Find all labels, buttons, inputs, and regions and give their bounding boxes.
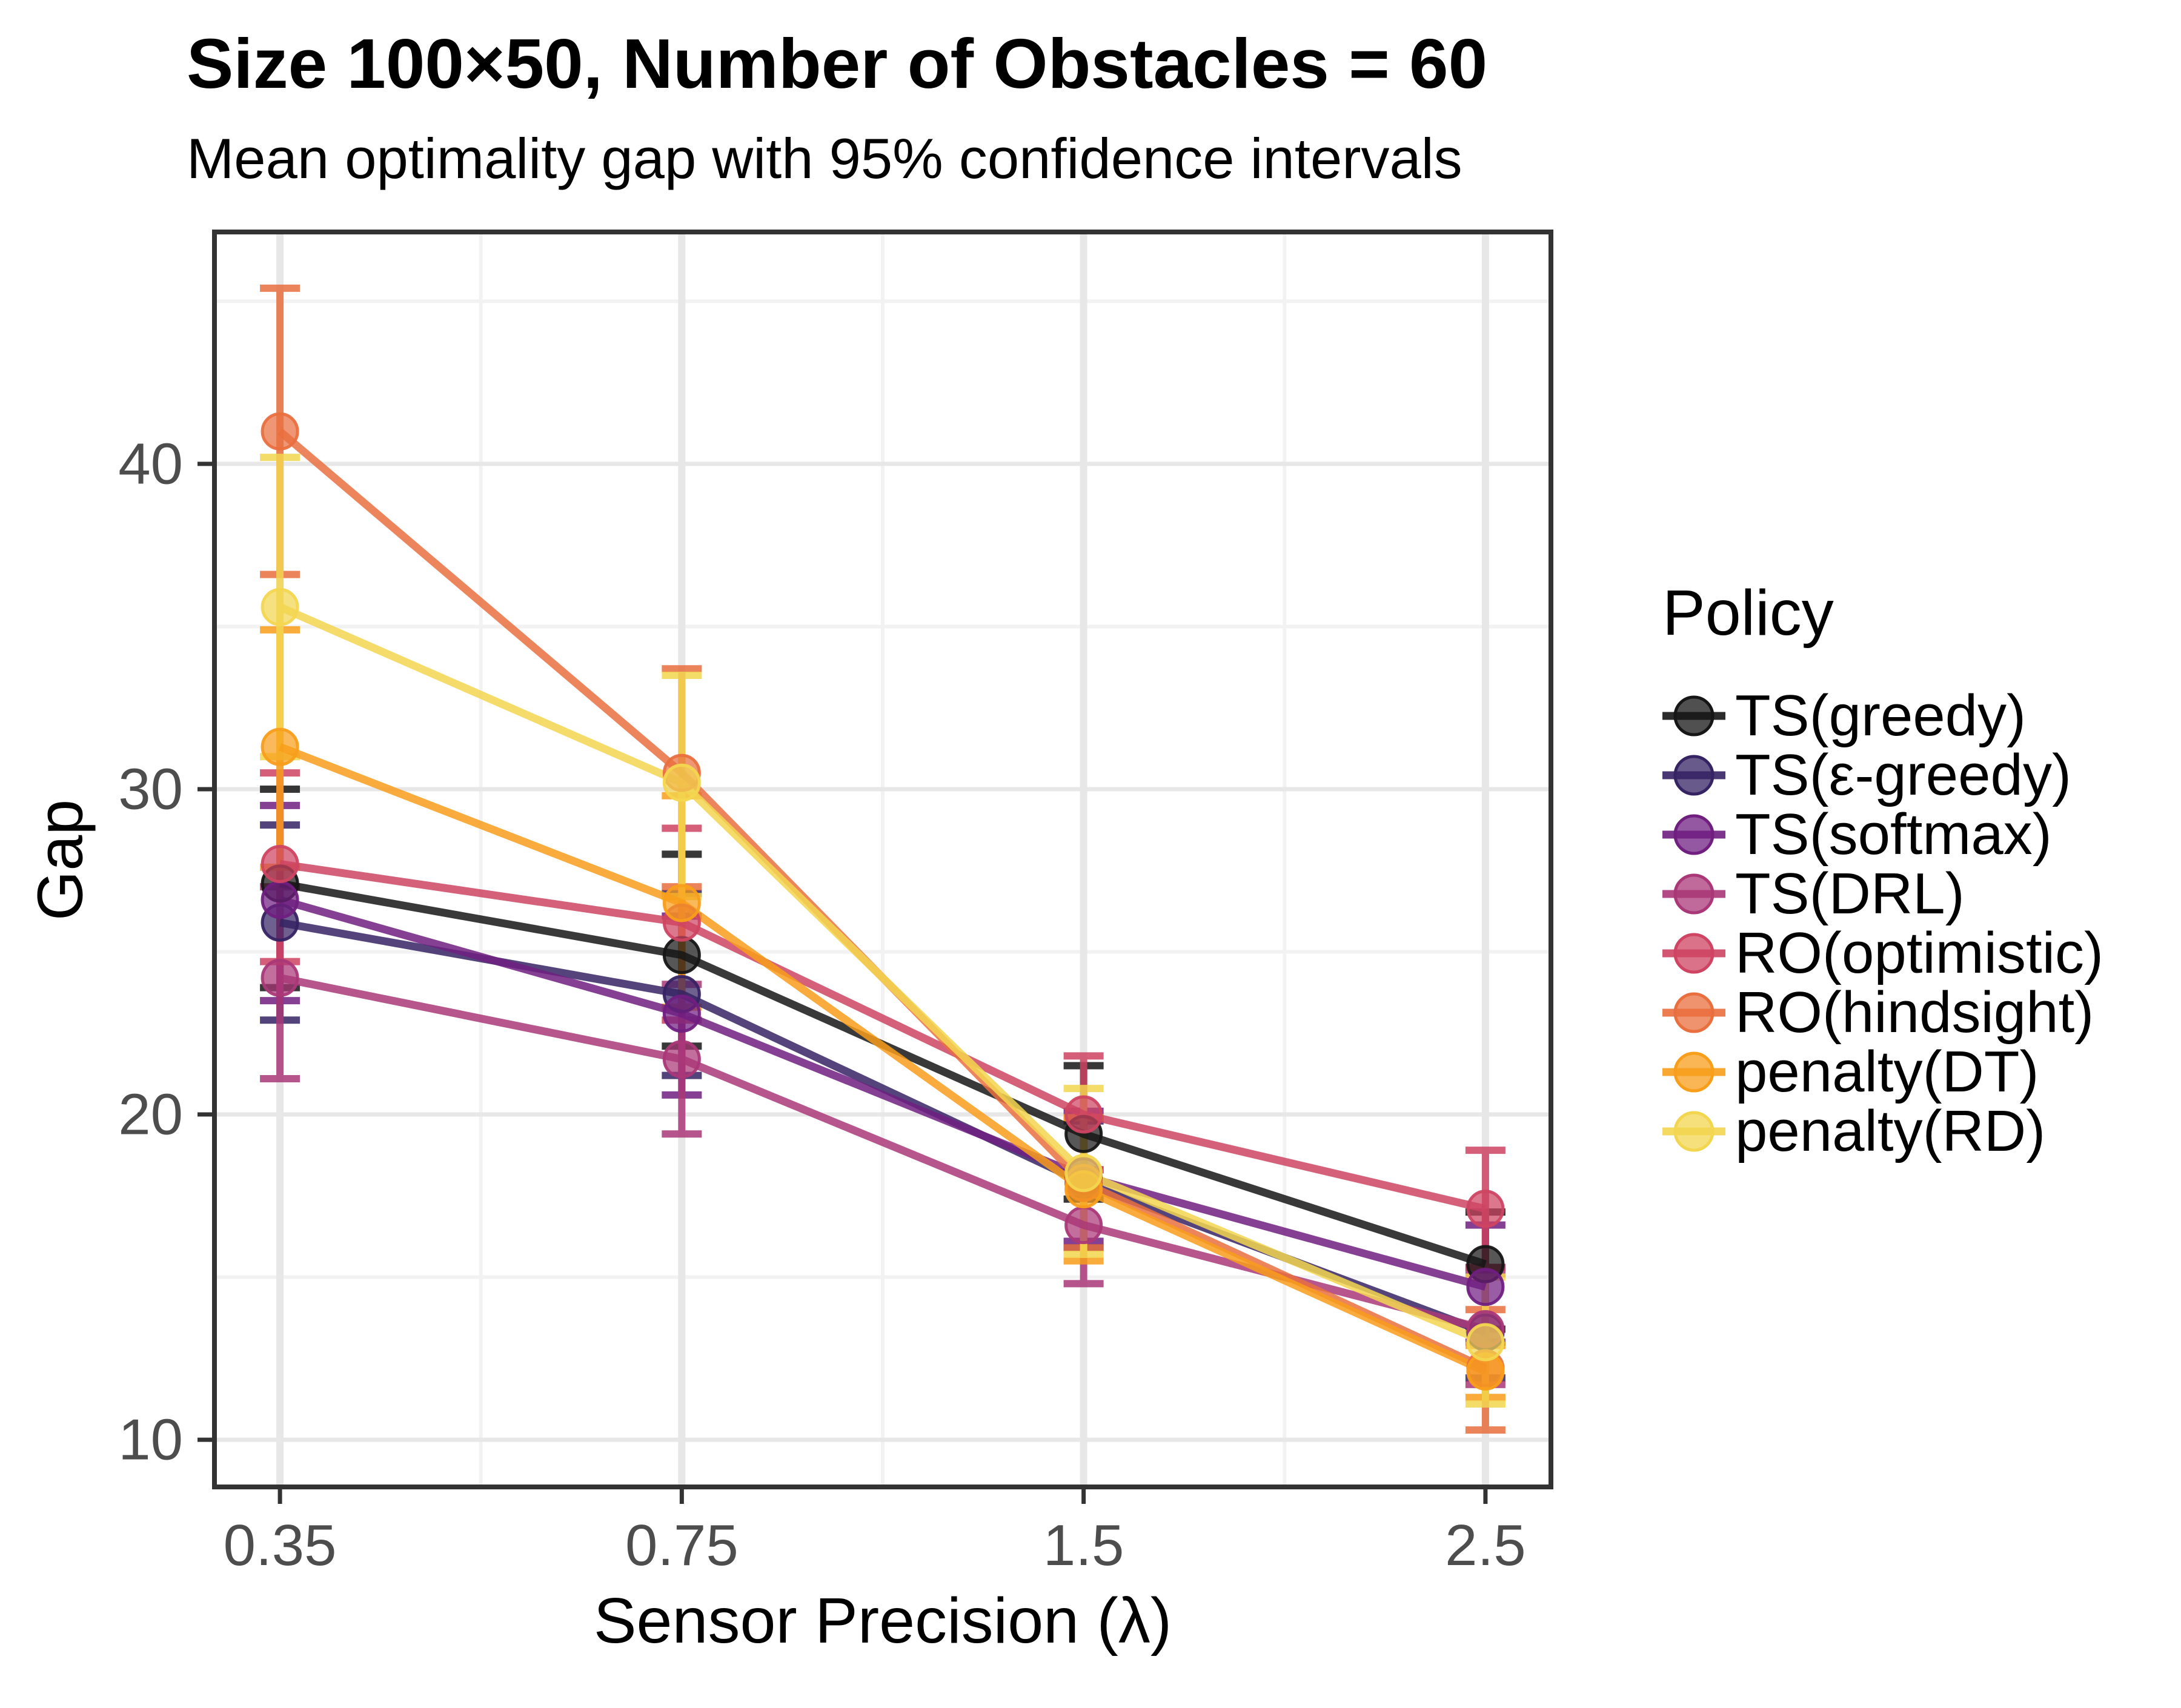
legend-item-label: TS(ε-greedy) bbox=[1735, 743, 2071, 807]
legend-item-label: RO(optimistic) bbox=[1735, 921, 2104, 985]
legend-item-label: RO(hindsight) bbox=[1735, 980, 2094, 1045]
legend-item-TS(DRL): TS(DRL) bbox=[1661, 861, 2103, 926]
legend-item-TS(softmax): TS(softmax) bbox=[1661, 802, 2103, 867]
series-line-TS(softmax) bbox=[279, 896, 1487, 1291]
x-tick-label: 1.5 bbox=[1043, 1513, 1124, 1578]
chart-title: Size 100×50, Number of Obstacles = 60 bbox=[187, 24, 1488, 103]
data-point bbox=[261, 881, 299, 919]
data-point bbox=[261, 727, 299, 766]
x-tick-label: 0.35 bbox=[224, 1513, 337, 1578]
legend-item-RO(optimistic): RO(optimistic) bbox=[1661, 921, 2103, 985]
x-axis-title: Sensor Precision (λ) bbox=[593, 1585, 1172, 1657]
data-point bbox=[1466, 1323, 1505, 1362]
y-tick-label: 10 bbox=[118, 1408, 183, 1472]
legend-item-label: penalty(RD) bbox=[1735, 1099, 2046, 1163]
y-tick-label: 20 bbox=[118, 1082, 183, 1147]
legend: Policy TS(greedy) TS(ε-greedy) TS(softmax)… bbox=[1661, 577, 2103, 1163]
series-points-TS(DRL) bbox=[261, 958, 1505, 1349]
panel-border bbox=[212, 230, 1553, 1489]
legend-item-TS(ε-greedy): TS(ε-greedy) bbox=[1661, 743, 2103, 807]
data-point bbox=[662, 995, 701, 1033]
legend-item-label: TS(softmax) bbox=[1735, 802, 2052, 867]
series-line-penalty(RD) bbox=[278, 603, 1487, 1346]
legend-key-icon bbox=[1662, 933, 1725, 974]
legend-key-icon bbox=[1662, 992, 1725, 1033]
legend-item-penalty(RD): penalty(RD) bbox=[1661, 1099, 2103, 1163]
series-points-penalty(RD) bbox=[261, 588, 1505, 1362]
legend-key-icon bbox=[1662, 814, 1725, 855]
data-point bbox=[662, 884, 701, 922]
y-tick-label: 40 bbox=[118, 431, 183, 496]
data-point bbox=[1064, 1154, 1103, 1193]
series-line-penalty(DT) bbox=[278, 743, 1487, 1375]
data-point bbox=[1064, 1095, 1103, 1134]
series-line-RO(optimistic) bbox=[279, 860, 1487, 1213]
legend-item-label: TS(DRL) bbox=[1735, 861, 1965, 926]
y-tick-label: 30 bbox=[118, 756, 183, 821]
data-point bbox=[261, 588, 299, 626]
legend-item-penalty(DT): penalty(DT) bbox=[1661, 1039, 2103, 1104]
x-tick-label: 2.5 bbox=[1445, 1513, 1525, 1578]
legend-key-icon bbox=[1662, 695, 1725, 736]
data-point bbox=[1466, 1190, 1505, 1228]
legend-item-RO(hindsight): RO(hindsight) bbox=[1661, 980, 2103, 1045]
data-point bbox=[261, 412, 299, 451]
legend-key-icon bbox=[1662, 873, 1725, 915]
y-axis-title: Gap bbox=[24, 799, 96, 921]
legend-key-icon bbox=[1662, 1051, 1725, 1093]
data-point bbox=[1064, 1206, 1103, 1245]
legend-item-TS(greedy): TS(greedy) bbox=[1661, 683, 2103, 748]
data-point bbox=[1466, 1268, 1505, 1306]
legend-key-icon bbox=[1662, 1111, 1725, 1152]
legend-key-icon bbox=[1662, 755, 1725, 796]
data-point bbox=[261, 958, 299, 997]
chart-subtitle: Mean optimality gap with 95% confidence … bbox=[187, 127, 1462, 190]
data-point bbox=[662, 936, 701, 975]
legend-item-label: TS(greedy) bbox=[1735, 683, 2027, 748]
data-point bbox=[261, 845, 299, 884]
legend-title: Policy bbox=[1662, 577, 1834, 649]
x-tick-label: 0.75 bbox=[625, 1513, 739, 1578]
legend-item-label: penalty(DT) bbox=[1735, 1039, 2039, 1104]
data-point bbox=[662, 763, 701, 802]
legend-items: TS(greedy) TS(ε-greedy) TS(softmax) TS(DRL)… bbox=[1661, 683, 2103, 1163]
data-point bbox=[662, 1040, 701, 1079]
